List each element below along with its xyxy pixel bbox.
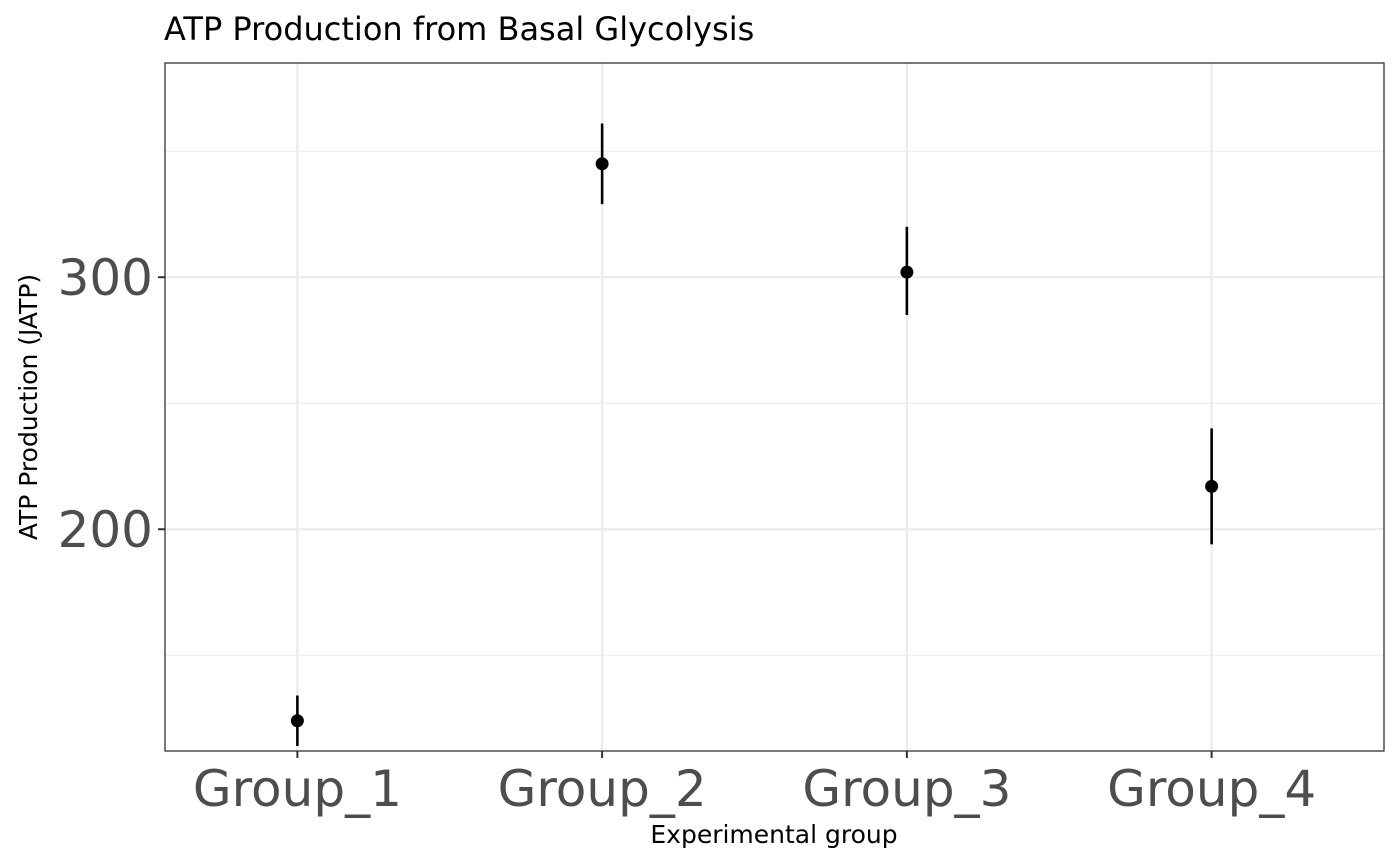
- data-point: [1205, 479, 1219, 493]
- data-point: [595, 157, 609, 171]
- x-tick-label: Group_2: [498, 760, 707, 818]
- plot-panel: [164, 62, 1385, 752]
- tick-labels: 200 300 Group_1 Group_2 Group_3 Group_4: [58, 249, 1317, 818]
- grid-lines: [165, 63, 1384, 751]
- y-tick-label: 300: [58, 249, 153, 307]
- x-tick-label: Group_3: [802, 760, 1011, 818]
- x-tick-label: Group_4: [1107, 760, 1316, 818]
- data-marks: [290, 123, 1219, 746]
- data-point: [900, 265, 914, 279]
- x-tick-label: Group_1: [193, 760, 402, 818]
- data-point: [290, 714, 304, 728]
- chart-title: ATP Production from Basal Glycolysis: [164, 10, 754, 48]
- y-axis-title: ATP Production (JATP): [14, 274, 43, 540]
- y-tick-label: 200: [58, 501, 153, 559]
- x-axis-title: Experimental group: [650, 820, 897, 849]
- axis-ticks: [158, 276, 1213, 758]
